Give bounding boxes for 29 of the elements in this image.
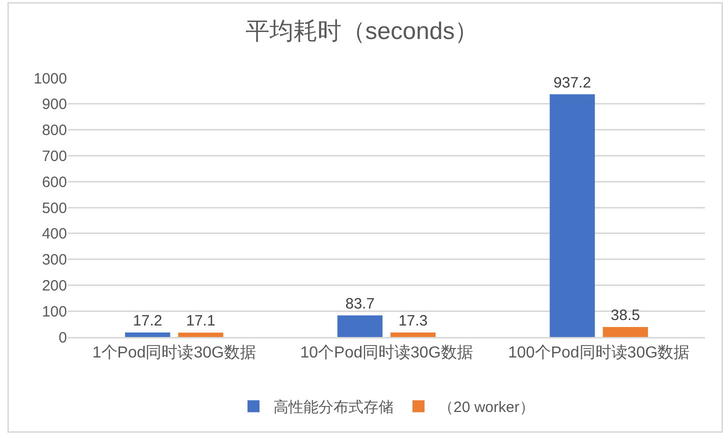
x-tick-label: 10个Pod同时读30G数据 — [300, 344, 473, 362]
legend-label: （20 worker） — [438, 399, 534, 416]
legend-label: 高性能分布式存储 — [274, 399, 394, 416]
data-label: 17.2 — [133, 312, 162, 330]
x-tick-label: 100个Pod同时读30G数据 — [508, 344, 690, 362]
data-label: 17.3 — [398, 312, 428, 330]
bar — [602, 327, 648, 337]
y-tick-label: 100 — [42, 303, 67, 320]
y-tick-label: 500 — [42, 200, 67, 217]
bar — [178, 332, 224, 337]
bar — [337, 315, 383, 337]
y-tick-label: 200 — [42, 277, 67, 294]
y-tick-label: 300 — [42, 252, 67, 269]
chart-title: 平均耗时（seconds） — [245, 18, 479, 45]
y-tick-label: 400 — [42, 226, 67, 243]
y-tick-label: 0 — [58, 329, 67, 346]
bar — [125, 332, 170, 337]
bar — [390, 332, 436, 337]
y-tick-label: 1000 — [34, 70, 67, 88]
data-label: 83.7 — [345, 295, 375, 312]
data-label: 17.1 — [186, 312, 216, 330]
y-tick-label: 600 — [42, 174, 67, 191]
bar — [550, 94, 595, 337]
x-tick-label: 1个Pod同时读30G数据 — [92, 344, 256, 362]
data-label: 937.2 — [554, 74, 592, 92]
data-label: 38.5 — [610, 307, 640, 324]
y-tick-label: 700 — [42, 148, 67, 165]
y-tick-label: 900 — [42, 96, 67, 114]
y-tick-label: 800 — [42, 122, 67, 140]
